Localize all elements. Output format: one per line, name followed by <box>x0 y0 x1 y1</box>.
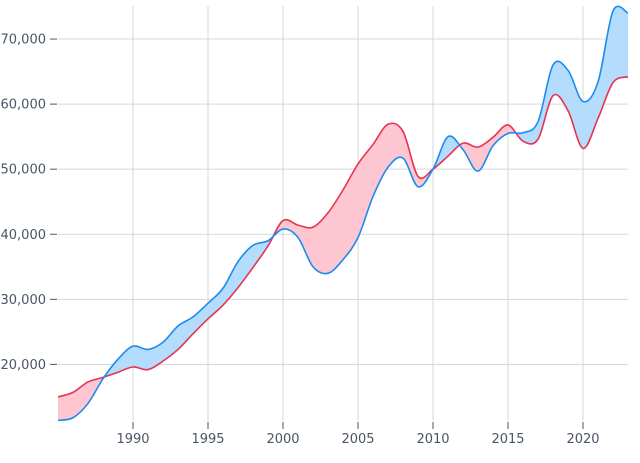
x-tick-label: 1990 <box>116 432 149 447</box>
x-tick-label: 1995 <box>191 432 224 447</box>
grid <box>58 6 628 421</box>
lines <box>58 5 628 421</box>
series-line-red <box>58 76 628 398</box>
series-line-blue <box>58 5 628 421</box>
y-tick-label: 60,000 <box>1 98 47 113</box>
x-tick-label: 2005 <box>341 432 374 447</box>
x-tick-label: 2020 <box>566 432 599 447</box>
y-tick-label: 30,000 <box>1 293 47 308</box>
axes: 20,000 30,000 40,000 50,000 60,000 70,000 1990… <box>1 33 600 447</box>
x-tick-label: 2015 <box>491 432 524 447</box>
y-tick-label: 70,000 <box>1 33 47 48</box>
y-tick-label: 40,000 <box>1 228 47 243</box>
x-tick-label: 2000 <box>266 432 299 447</box>
fills <box>58 6 628 421</box>
x-tick-label: 2010 <box>416 432 449 447</box>
y-tick-label: 20,000 <box>1 358 47 373</box>
y-tick-label: 50,000 <box>1 163 47 178</box>
